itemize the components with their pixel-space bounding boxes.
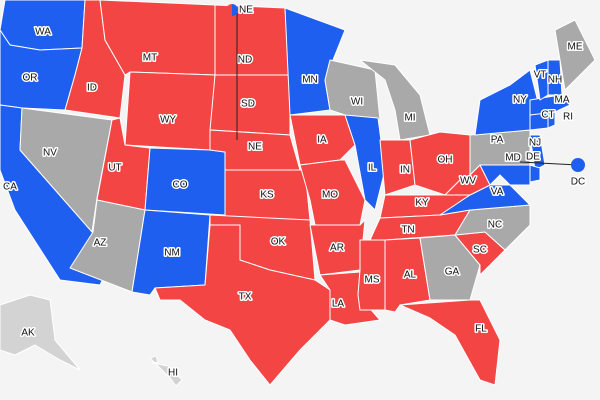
state-label: VA <box>491 187 504 198</box>
state-label: ME <box>568 42 583 53</box>
state-label: OR <box>23 73 38 84</box>
state-shape <box>359 59 431 141</box>
callout-label: NE <box>239 5 253 16</box>
state-label: AL <box>404 270 417 281</box>
state-label: KY <box>415 198 429 209</box>
state-label: NM <box>164 248 180 259</box>
state-label: MO <box>322 190 338 201</box>
state-shape <box>0 0 86 51</box>
state-label: AZ <box>94 238 107 249</box>
callout-marker <box>232 4 238 16</box>
state-label: WV <box>460 176 476 187</box>
state-label: MN <box>302 75 318 86</box>
state-label: SC <box>473 245 487 256</box>
state-label: AK <box>21 328 35 339</box>
state-label: RI <box>563 112 573 123</box>
state-shape <box>399 299 501 386</box>
state-label: DE <box>526 152 540 163</box>
state-shape <box>529 134 546 171</box>
state-label: VT <box>534 70 547 81</box>
state-shape <box>19 107 113 233</box>
state-shape <box>289 114 356 166</box>
state-shape <box>299 159 366 226</box>
state-label: NC <box>488 220 502 231</box>
state-label: KS <box>260 190 274 201</box>
state-labels: WA OR CA NV ID MT WY UT CO AZ NM ND SD NE KS OK TX MN IA MO… <box>2 25 585 380</box>
state-label: GA <box>445 267 460 278</box>
state-label: NY <box>513 95 527 106</box>
state-shape <box>124 71 216 151</box>
state-shape <box>344 114 386 211</box>
state-label: MD <box>505 153 521 164</box>
state-label: WA <box>35 27 51 38</box>
state-label: NE <box>248 142 262 153</box>
state-label: OK <box>271 237 286 248</box>
state-label: MS <box>365 275 380 286</box>
state-label: HI <box>168 368 178 379</box>
state-label: MA <box>555 95 570 106</box>
state-shape <box>529 164 541 183</box>
state-shape <box>419 234 481 301</box>
state-label: OH <box>438 155 453 166</box>
state-label: ND <box>238 55 252 66</box>
state-label: CA <box>3 182 17 193</box>
state-label: WY <box>160 115 176 126</box>
state-label: LA <box>332 299 345 310</box>
state-label: SD <box>241 99 255 110</box>
state-label: IL <box>368 163 377 174</box>
state-shape <box>69 199 146 293</box>
state-shape <box>149 355 183 387</box>
state-label: CT <box>541 110 554 121</box>
callout-line <box>519 161 579 166</box>
state-label: FL <box>475 324 487 335</box>
state-label: UT <box>108 163 121 174</box>
state-label: ID <box>87 83 97 94</box>
state-label: CO <box>173 180 188 191</box>
state-label: IA <box>317 135 327 146</box>
state-label: NV <box>43 148 57 159</box>
state-shape <box>554 19 596 91</box>
state-label: PA <box>491 135 504 146</box>
callout-marker <box>571 158 585 172</box>
state-label: WI <box>351 97 363 108</box>
callout-label: DC <box>571 177 585 188</box>
state-label: NH <box>548 75 562 86</box>
state-label: IN <box>400 165 410 176</box>
state-shape <box>154 224 331 386</box>
state-label: TX <box>239 292 252 303</box>
callout-marker <box>226 4 232 16</box>
state-shapes <box>0 0 596 387</box>
state-label: MI <box>404 113 415 124</box>
state-shape <box>0 294 81 371</box>
state-label: TN <box>401 225 414 236</box>
state-label: MT <box>143 53 157 64</box>
state-shape <box>547 59 563 96</box>
state-label: AR <box>330 243 344 254</box>
state-label: NJ <box>529 138 541 149</box>
